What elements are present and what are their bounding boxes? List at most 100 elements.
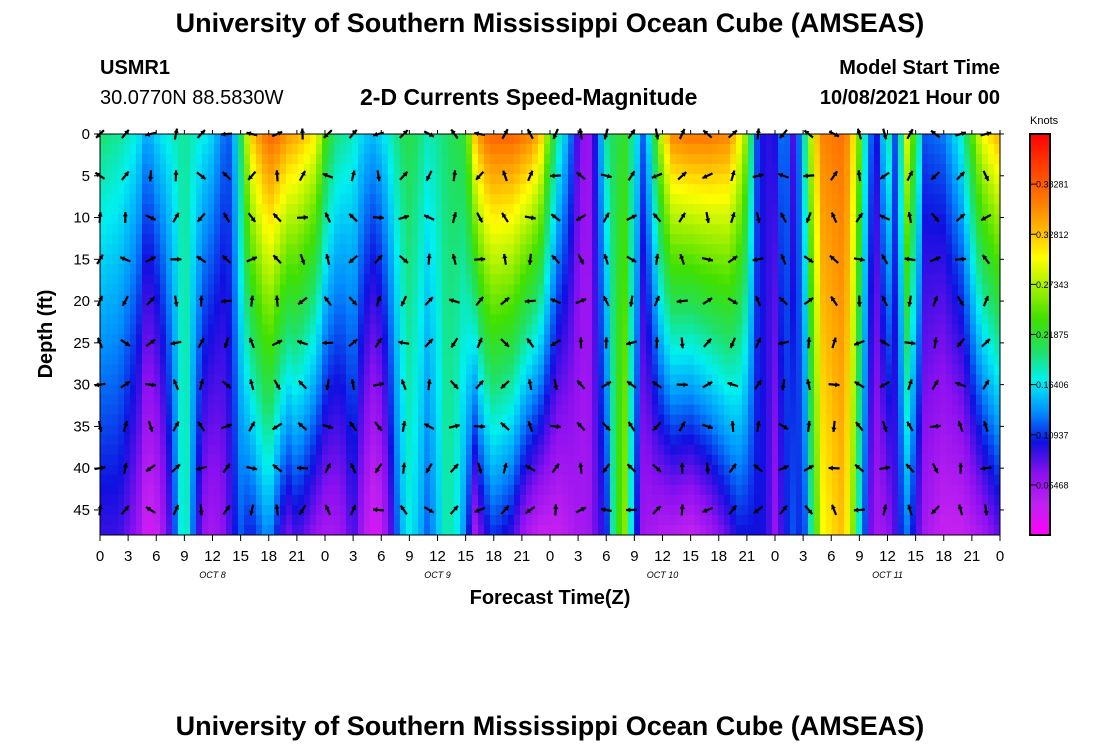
heatmap-cell (610, 134, 617, 145)
heatmap-cell (346, 294, 353, 306)
heatmap-cell (556, 444, 563, 456)
heatmap-cell (754, 374, 761, 386)
heatmap-cell (628, 204, 635, 215)
heatmap-cell (232, 384, 239, 396)
heatmap-cell (652, 454, 659, 466)
heatmap-cell (262, 484, 269, 496)
heatmap-cell (220, 384, 227, 396)
heatmap-cell (532, 174, 539, 185)
heatmap-cell (574, 414, 581, 426)
heatmap-cell (280, 264, 287, 275)
heatmap-cell (280, 374, 287, 386)
heatmap-cell (286, 204, 293, 215)
heatmap-cell (274, 154, 281, 165)
heatmap-cell (694, 354, 701, 366)
heatmap-cell (646, 514, 653, 526)
heatmap-cell (700, 234, 707, 245)
heatmap-cell (358, 254, 365, 265)
heatmap-cell (286, 434, 293, 446)
heatmap-cell (442, 214, 449, 225)
heatmap-cell (664, 414, 671, 426)
heatmap-cell (106, 504, 113, 516)
heatmap-cell (274, 394, 281, 406)
heatmap-cell (568, 264, 575, 275)
heatmap-cell (406, 474, 413, 486)
heatmap-cell (334, 224, 341, 235)
heatmap-cell (448, 494, 455, 506)
heatmap-cell (418, 184, 425, 195)
heatmap-cell (574, 174, 581, 185)
heatmap-cell (820, 314, 827, 326)
heatmap-cell (634, 254, 641, 265)
heatmap-cell (532, 184, 539, 195)
heatmap-cell (184, 204, 191, 215)
heatmap-cell (550, 474, 557, 486)
heatmap-cell (268, 244, 275, 255)
heatmap-cell (670, 334, 677, 346)
heatmap-cell (394, 154, 401, 165)
heatmap-cell (832, 144, 839, 155)
heatmap-cell (520, 434, 527, 446)
heatmap-cell (190, 264, 197, 275)
heatmap-cell (364, 264, 371, 275)
heatmap-cell (280, 434, 287, 446)
heatmap-cell (724, 494, 731, 506)
heatmap-cell (376, 354, 383, 366)
heatmap-cell (454, 314, 461, 326)
heatmap-cell (832, 174, 839, 185)
heatmap-cell (826, 394, 833, 406)
heatmap-cell (166, 524, 173, 535)
heatmap-cell (334, 234, 341, 245)
heatmap-cell (112, 494, 119, 506)
heatmap-cell (172, 424, 179, 436)
heatmap-cell (478, 194, 485, 205)
heatmap-cell (424, 184, 431, 195)
heatmap-cell (568, 414, 575, 426)
heatmap-cell (136, 444, 143, 456)
heatmap-cell (718, 454, 725, 466)
heatmap-cell (382, 364, 389, 376)
heatmap-cell (304, 304, 311, 316)
heatmap-cell (826, 184, 833, 195)
heatmap-cell (724, 314, 731, 326)
heatmap-cell (418, 384, 425, 396)
heatmap-cell (712, 314, 719, 326)
heatmap-cell (478, 234, 485, 245)
heatmap-cell (100, 514, 107, 526)
heatmap-cell (568, 354, 575, 366)
heatmap-cell (652, 524, 659, 535)
heatmap-cell (814, 464, 821, 476)
heatmap-cell (274, 134, 281, 145)
heatmap-cell (148, 464, 155, 476)
heatmap-cell (484, 214, 491, 225)
heatmap-cell (232, 324, 239, 336)
heatmap-cell (514, 384, 521, 396)
heatmap-cell (496, 444, 503, 456)
heatmap-cell (484, 434, 491, 446)
heatmap-cell (664, 274, 671, 285)
heatmap-cell (616, 494, 623, 506)
heatmap-cell (226, 524, 233, 535)
heatmap-cell (610, 344, 617, 356)
heatmap-cell (136, 404, 143, 416)
heatmap-cell (568, 334, 575, 346)
heatmap-cell (154, 194, 161, 205)
heatmap-cell (178, 314, 185, 326)
heatmap-cell (166, 444, 173, 456)
heatmap-cell (454, 284, 461, 295)
heatmap-cell (490, 354, 497, 366)
heatmap-cell (472, 484, 479, 496)
heatmap-cell (292, 424, 299, 436)
heatmap-cell (142, 494, 149, 506)
heatmap-cell (334, 194, 341, 205)
heatmap-cell (268, 264, 275, 275)
heatmap-cell (436, 314, 443, 326)
heatmap-cell (472, 474, 479, 486)
heatmap-cell (562, 254, 569, 265)
heatmap-cell (712, 414, 719, 426)
heatmap-cell (370, 154, 377, 165)
heatmap-cell (334, 474, 341, 486)
heatmap-cell (334, 144, 341, 155)
heatmap-cell (184, 384, 191, 396)
heatmap-cell (496, 334, 503, 346)
